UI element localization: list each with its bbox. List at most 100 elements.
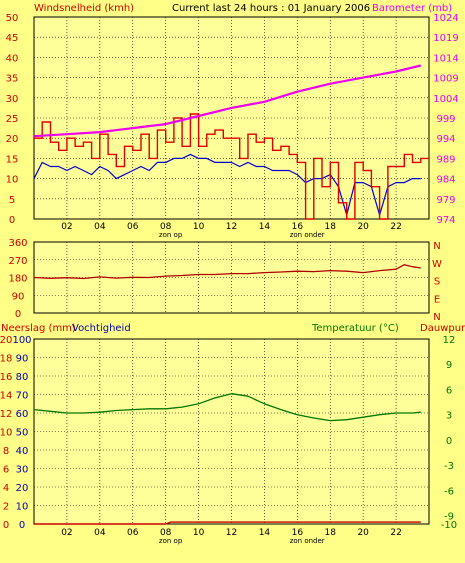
x-tick-label: 14 (259, 222, 271, 232)
humidity-tick-label: 100 (12, 335, 31, 346)
x-tick-label: 06 (127, 528, 139, 538)
x-tick-label: 06 (127, 222, 139, 232)
x-tick-label: 04 (94, 528, 106, 538)
wind-tick-label: 45 (6, 33, 19, 44)
baro-tick-label: 974 (436, 215, 455, 226)
temperature-axis-title: Temperatuur (°C) (311, 323, 399, 334)
wind-tick-label: 40 (6, 53, 19, 64)
x-tick-label: 16 (292, 222, 304, 232)
rain-tick-label: 18 (0, 354, 12, 365)
wind-series-line (33, 153, 421, 216)
baro-tick-label: 1004 (433, 94, 458, 105)
wind-tick-label: 50 (6, 13, 19, 24)
direction-tick-label: 360 (8, 238, 27, 249)
x-tick-label: 16 (292, 528, 304, 538)
x-tick-label: 20 (357, 528, 369, 538)
humidity-tick-label: 50 (16, 428, 29, 439)
x-tick-label: 22 (390, 222, 401, 232)
wind-tick-label: 0 (9, 215, 15, 226)
x-tick-label: 02 (61, 222, 72, 232)
wind-tick-label: 15 (6, 154, 19, 165)
x-tick-label: 18 (325, 222, 337, 232)
baro-tick-label: 984 (436, 175, 455, 186)
humidity-tick-label: 30 (16, 465, 29, 476)
baro-tick-label: 1019 (433, 33, 458, 44)
baro-tick-label: 999 (436, 114, 455, 125)
rain-axis-title: Neerslag (mm) (1, 323, 76, 334)
x-tick-label: 10 (193, 528, 205, 538)
dewpoint-axis-title: Dauwpunt (420, 323, 465, 334)
chart-title: Current last 24 hours : 01 January 2006 (172, 3, 370, 14)
rain-tick-label: 0 (3, 520, 9, 531)
x-tick-label: 08 (160, 528, 172, 538)
x-tick-label: 18 (325, 528, 337, 538)
x-tick-label: 08 (160, 222, 172, 232)
x-tick-label: 12 (226, 222, 237, 232)
x-annotation: zon onder (290, 231, 325, 239)
rain-tick-label: 14 (0, 391, 12, 402)
x-tick-label: 04 (94, 222, 106, 232)
compass-label: W (432, 259, 442, 270)
x-tick-label: 14 (259, 528, 271, 538)
x-annotation: zon op (159, 537, 183, 545)
wind-tick-label: 10 (6, 175, 19, 186)
direction-tick-label: 90 (12, 291, 25, 302)
humidity-tick-label: 60 (16, 409, 29, 420)
rain-tick-label: 6 (3, 465, 9, 476)
temperature-tick-label: -10 (441, 520, 457, 531)
wind-tick-label: 20 (6, 134, 19, 145)
x-tick-label: 10 (193, 222, 205, 232)
x-annotation: zon op (159, 231, 183, 239)
x-tick-label: 12 (226, 528, 237, 538)
rain-tick-label: 20 (0, 335, 12, 346)
x-tick-label: 02 (61, 528, 72, 538)
direction-tick-label: 180 (8, 274, 27, 285)
rain-tick-label: 8 (3, 446, 9, 457)
humidity-tick-label: 90 (16, 354, 29, 365)
baro-tick-label: 979 (436, 195, 455, 206)
rain-series-line (34, 521, 421, 525)
wind-tick-label: 35 (6, 74, 19, 85)
temperature-series-line (33, 393, 421, 422)
temperature-tick-label: 9 (446, 360, 452, 371)
wind-tick-label: 5 (9, 195, 15, 206)
gust-series-line (34, 113, 429, 220)
temperature-tick-label: -6 (444, 486, 454, 497)
temperature-tick-label: -3 (444, 461, 454, 472)
rain-tick-label: 16 (0, 372, 12, 383)
temperature-tick-label: 12 (443, 335, 456, 346)
compass-label: S (434, 277, 440, 288)
humidity-tick-label: 40 (16, 446, 29, 457)
humidity-tick-label: 0 (19, 520, 25, 531)
humidity-tick-label: 70 (16, 391, 29, 402)
baro-tick-label: 994 (436, 134, 455, 145)
barometer-series-line (33, 64, 422, 138)
compass-label: N (433, 241, 440, 252)
rain-tick-label: 12 (0, 409, 12, 420)
humidity-axis-title: Vochtigheid (72, 323, 131, 334)
direction-tick-label: 270 (8, 256, 27, 267)
humidity-tick-label: 20 (16, 483, 29, 494)
rain-tick-label: 4 (3, 483, 9, 494)
wind-tick-label: 30 (6, 94, 19, 105)
baro-tick-label: 1009 (433, 74, 458, 85)
humidity-tick-label: 80 (16, 372, 29, 383)
temperature-tick-label: 3 (446, 411, 452, 422)
direction-series-line (33, 264, 421, 280)
x-annotation: zon onder (290, 537, 325, 545)
humidity-tick-label: 10 (16, 502, 29, 513)
rain-tick-label: 2 (3, 502, 9, 513)
wind-axis-title: Windsnelheid (kmh) (34, 3, 134, 14)
compass-label: E (434, 294, 440, 305)
wind-tick-label: 25 (6, 114, 19, 125)
rain-tick-label: 10 (0, 428, 12, 439)
direction-tick-label: 0 (15, 309, 21, 320)
temperature-tick-label: 0 (446, 436, 452, 447)
temperature-tick-label: 6 (446, 385, 452, 396)
x-tick-label: 20 (357, 222, 369, 232)
barometer-axis-title: Barometer (mb) (372, 3, 452, 14)
baro-tick-label: 989 (436, 154, 455, 165)
temperature-tick-label: -9 (444, 512, 454, 523)
